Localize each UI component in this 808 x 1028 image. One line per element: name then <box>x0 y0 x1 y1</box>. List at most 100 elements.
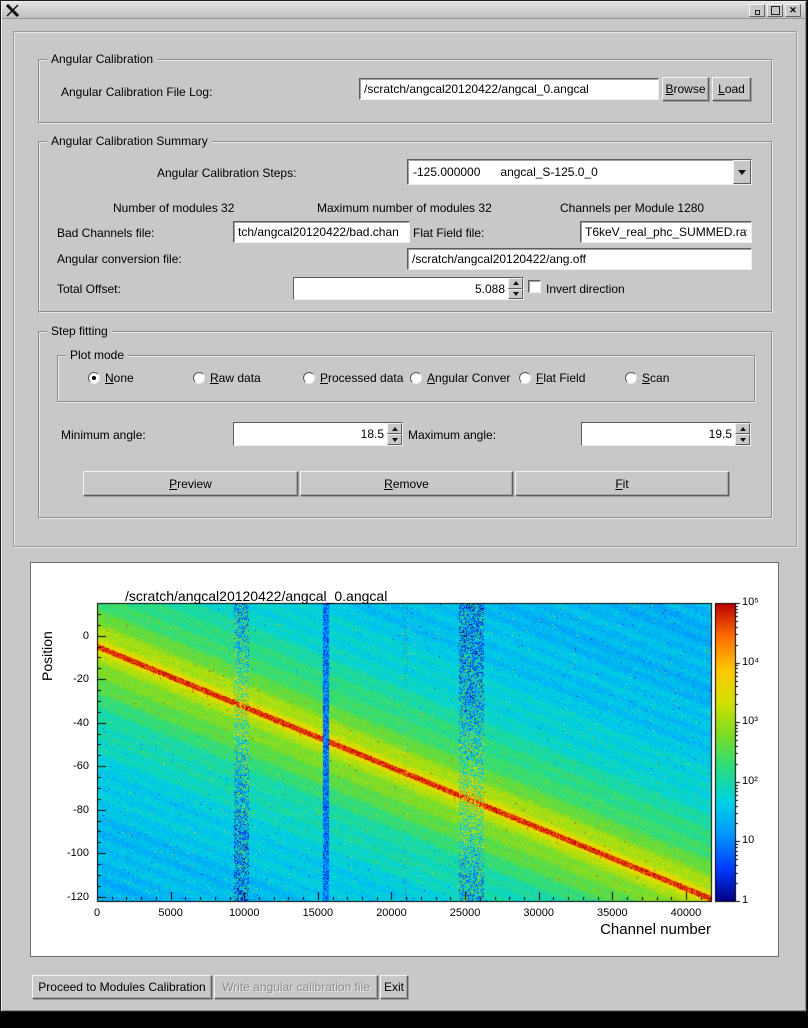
conversion-file-input[interactable] <box>407 248 752 270</box>
flat-field-input[interactable] <box>580 221 752 243</box>
radio-label: Flat Field <box>536 371 586 385</box>
radio-plot-mode-5[interactable]: Scan <box>625 371 669 385</box>
titlebar-buttons: ✕ <box>749 3 801 17</box>
step-fitting-group: Step fitting Plot mode None Raw data Proce… <box>38 324 772 518</box>
x-tick-label: 0 <box>93 907 101 919</box>
max-angle-label: Maximum angle: <box>408 428 497 442</box>
invert-direction-label: Invert direction <box>546 282 625 296</box>
radio-plot-mode-2[interactable]: Processed data <box>303 371 403 385</box>
radio-icon <box>193 372 205 384</box>
y-tick-label: -60 <box>73 760 89 773</box>
radio-plot-mode-0[interactable]: None <box>88 371 134 385</box>
min-angle-label: Minimum angle: <box>61 428 146 442</box>
steps-combobox[interactable]: -125.000000 angcal_S-125.0_0 <box>407 159 752 185</box>
radio-label: Angular Conver <box>427 371 511 385</box>
total-offset-input[interactable] <box>294 278 508 299</box>
x-tick-label: 5000 <box>158 907 183 919</box>
max-angle-input[interactable] <box>582 423 735 445</box>
radio-icon <box>625 372 637 384</box>
arrow-up-icon <box>391 426 398 431</box>
exit-button[interactable]: Exit <box>380 975 408 999</box>
num-modules-text: Number of modules 32 <box>113 201 235 215</box>
x11-logo-icon <box>6 3 19 17</box>
radio-plot-mode-1[interactable]: Raw data <box>193 371 261 385</box>
arrow-down-icon <box>512 291 519 296</box>
min-angle-input[interactable] <box>234 423 387 445</box>
maximize-icon <box>770 5 780 15</box>
angular-calibration-summary-group: Angular Calibration Summary Angular Cali… <box>38 134 772 312</box>
file-log-input[interactable] <box>359 78 659 100</box>
x-tick-label: 15000 <box>302 907 334 919</box>
proceed-to-modules-calibration-button[interactable]: Proceed to Modules Calibration <box>32 975 212 999</box>
x-tick-label: 20000 <box>376 907 407 919</box>
radio-label: Raw data <box>210 371 261 385</box>
y-tick-label: 0 <box>82 629 89 642</box>
y-tick-label: -100 <box>66 847 89 860</box>
channels-per-module-text: Channels per Module 1280 <box>560 201 705 215</box>
colorbar-tick-label: 10³ <box>742 715 758 728</box>
radio-plot-mode-4[interactable]: Flat Field <box>519 371 585 385</box>
spin-up-button[interactable] <box>387 423 402 434</box>
y-tick-label: -120 <box>66 890 89 903</box>
spin-up-button[interactable] <box>735 423 750 434</box>
x-tick-label: 10000 <box>228 907 260 919</box>
colorbar-tick-label: 10² <box>742 774 758 787</box>
colorbar-tick-label: 10⁵ <box>742 596 759 608</box>
file-log-label: Angular Calibration File Log: <box>61 85 213 99</box>
minimize-button[interactable] <box>749 3 765 17</box>
spin-down-button[interactable] <box>387 434 402 445</box>
spin-up-button[interactable] <box>508 278 523 289</box>
x-tick-label: 25000 <box>449 907 481 919</box>
y-tick-label: -80 <box>73 803 89 816</box>
radio-icon <box>88 372 100 384</box>
x-tick-label: 40000 <box>670 907 702 919</box>
arrow-down-icon <box>739 437 746 442</box>
min-angle-spinbox[interactable] <box>233 422 403 446</box>
minimize-icon <box>754 9 760 15</box>
radio-icon <box>303 372 315 384</box>
radio-plot-mode-3[interactable]: Angular Conver <box>410 371 510 385</box>
colorbar-tick-label: 1 <box>742 894 749 906</box>
close-icon: ✕ <box>789 4 797 15</box>
heatmap-canvas <box>31 563 778 956</box>
radio-icon <box>410 372 422 384</box>
colorbar-tick-label: 10 <box>742 834 755 847</box>
spin-down-button[interactable] <box>735 434 750 445</box>
spin-buttons <box>508 278 523 299</box>
arrow-up-icon <box>512 281 519 286</box>
x-axis-label: Channel number <box>600 921 711 938</box>
plot-mode-group-title: Plot mode <box>66 348 129 362</box>
max-angle-spinbox[interactable] <box>581 422 751 446</box>
summary-group-title: Angular Calibration Summary <box>47 134 212 148</box>
radio-label: Scan <box>642 371 670 385</box>
spin-down-button[interactable] <box>508 288 523 299</box>
write-angular-calibration-file-button[interactable]: Write angular calibration file <box>214 975 378 999</box>
angular-calibration-group-title: Angular Calibration <box>47 52 158 66</box>
controls-panel: Angular Calibration Angular Calibration … <box>13 31 797 547</box>
colorbar-tick-label: 10⁴ <box>742 655 759 668</box>
arrow-up-icon <box>739 426 746 431</box>
titlebar[interactable]: ✕ <box>2 2 805 19</box>
combobox-arrow-button[interactable] <box>733 160 751 184</box>
steps-combobox-value: -125.000000 angcal_S-125.0_0 <box>413 165 598 179</box>
arrow-down-icon <box>391 437 398 442</box>
max-modules-text: Maximum number of modules 32 <box>317 201 492 215</box>
radio-label: Processed data <box>320 371 404 385</box>
invert-direction-checkbox[interactable] <box>528 280 541 293</box>
close-button[interactable]: ✕ <box>785 3 801 17</box>
total-offset-spinbox[interactable] <box>293 277 524 300</box>
bad-channels-input[interactable] <box>233 221 410 243</box>
flat-field-label: Flat Field file: <box>413 226 485 240</box>
plot-panel: /scratch/angcal20120422/angcal_0.angcal … <box>30 562 779 957</box>
y-tick-label: -40 <box>73 716 89 729</box>
plot-title: /scratch/angcal20120422/angcal_0.angcal <box>125 588 388 604</box>
conversion-file-label: Angular conversion file: <box>57 252 182 266</box>
maximize-button[interactable] <box>767 3 783 17</box>
radio-icon <box>519 372 531 384</box>
spin-buttons <box>735 423 750 445</box>
